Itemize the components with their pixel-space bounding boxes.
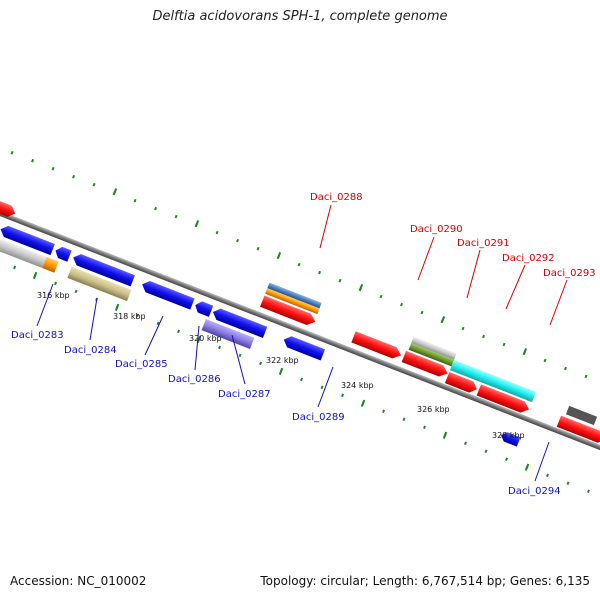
- gene-label-bottom[interactable]: Daci_0289: [292, 412, 345, 423]
- gene-arrow-blue[interactable]: [499, 430, 521, 447]
- top-gene-labels: Daci_0288 Daci_0290 Daci_0291 Daci_0292 …: [310, 192, 596, 326]
- gene-label-top[interactable]: Daci_0292: [502, 253, 555, 264]
- gene-label-bottom[interactable]: Daci_0286: [168, 374, 221, 385]
- gene-arrow-red[interactable]: [444, 372, 479, 395]
- gene-label-bottom[interactable]: Daci_0287: [218, 389, 271, 400]
- gene-label-top[interactable]: Daci_0291: [457, 238, 510, 249]
- upper-tick-track: [10, 150, 588, 379]
- gene-bar-gray[interactable]: [0, 237, 47, 269]
- gene-label-bottom[interactable]: Daci_0283: [11, 330, 64, 341]
- gene-label-bottom[interactable]: Daci_0294: [508, 486, 561, 497]
- gene-arrow-red[interactable]: [351, 331, 403, 361]
- kbp-label: 322 kbp: [266, 356, 299, 365]
- gene-arrow-red[interactable]: [476, 384, 532, 415]
- gene-bar-gray[interactable]: [411, 336, 457, 360]
- genome-backbone: [0, 189, 600, 471]
- genome-summary-text: Topology: circular; Length: 6,767,514 bp…: [260, 574, 590, 588]
- gene-arrow-blue[interactable]: [211, 306, 268, 338]
- gene-arrow-blue[interactable]: [53, 245, 72, 262]
- gene-bar-steelblue[interactable]: [267, 282, 322, 309]
- gene-bar-cyan[interactable]: [479, 371, 537, 403]
- kbp-label: 316 kbp: [37, 291, 70, 300]
- kbp-labels: 316 kbp 318 kbp 320 kbp 322 kbp 324 kbp …: [37, 291, 525, 440]
- gene-arrow-red[interactable]: [260, 295, 317, 328]
- gene-arrow-red[interactable]: [401, 350, 450, 379]
- gene-arrow-red[interactable]: [0, 191, 17, 219]
- gene-arrow-red[interactable]: [556, 415, 600, 445]
- gene-bar-orange[interactable]: [42, 256, 59, 273]
- gene-label-bottom[interactable]: Daci_0284: [64, 345, 117, 356]
- lower-tick-track: [13, 265, 590, 493]
- kbp-label: 324 kbp: [341, 381, 374, 390]
- gene-arrow-blue[interactable]: [140, 279, 195, 310]
- kbp-label: 328 kbp: [492, 431, 525, 440]
- gene-bar-cyan[interactable]: [450, 359, 484, 382]
- gene-bar-orange[interactable]: [265, 288, 320, 315]
- bottom-gene-labels: Daci_0283 Daci_0284 Daci_0285 Daci_0286 …: [11, 283, 561, 497]
- gene-bar-purple[interactable]: [201, 318, 255, 350]
- gene-label-top[interactable]: Daci_0293: [543, 268, 596, 279]
- gene-arrow-blue[interactable]: [282, 334, 326, 361]
- gene-bar-green[interactable]: [408, 343, 455, 367]
- kbp-label: 320 kbp: [189, 334, 222, 343]
- gene-bar-dark[interactable]: [565, 405, 598, 426]
- gene-bar-olive[interactable]: [67, 266, 132, 302]
- kbp-label: 318 kbp: [113, 312, 146, 321]
- gene-label-top[interactable]: Daci_0288: [310, 192, 363, 203]
- gene-arrow-blue[interactable]: [0, 224, 55, 256]
- accession-text: Accession: NC_010002: [10, 574, 147, 588]
- kbp-label: 326 kbp: [417, 405, 450, 414]
- genome-track: [0, 150, 600, 493]
- gene-arrow-blue[interactable]: [71, 252, 135, 287]
- gene-label-bottom[interactable]: Daci_0285: [115, 359, 168, 370]
- gene-arrow-blue[interactable]: [193, 300, 214, 317]
- genome-title: Delftia acidovorans SPH-1, complete geno…: [152, 9, 448, 24]
- gene-label-top[interactable]: Daci_0290: [410, 224, 463, 235]
